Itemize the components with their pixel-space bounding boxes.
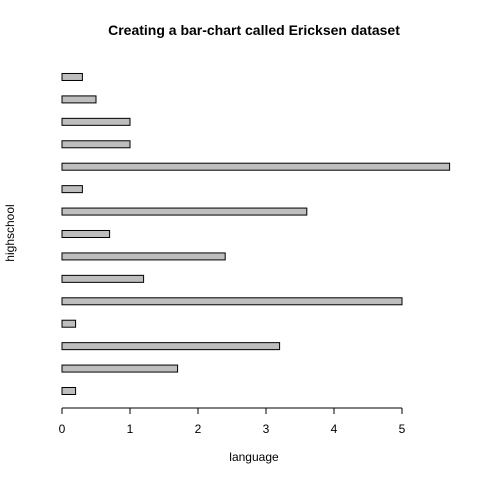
x-tick-label-4: 4 — [331, 422, 338, 436]
bar-4 — [61, 319, 77, 328]
bar-10 — [61, 185, 83, 194]
bar-2 — [61, 364, 179, 373]
x-tick-label-3: 3 — [263, 422, 270, 436]
bar-8 — [61, 229, 111, 238]
x-tick-label-1: 1 — [127, 422, 134, 436]
bar-11 — [61, 162, 451, 171]
bar-9 — [61, 207, 308, 216]
bar-15 — [61, 72, 83, 81]
y-axis-label: highschool — [3, 204, 17, 261]
bar-6 — [61, 274, 145, 283]
chart-title: Creating a bar-chart called Ericksen dat… — [108, 22, 400, 38]
bars-group — [61, 72, 451, 395]
bar-7 — [61, 252, 226, 261]
bar-12 — [61, 140, 131, 149]
x-axis-label: language — [229, 450, 279, 464]
bar-3 — [61, 342, 281, 351]
bar-5 — [61, 297, 403, 306]
bar-1 — [61, 387, 77, 395]
x-axis: 0 1 2 3 4 5 — [59, 407, 406, 436]
bar-13 — [61, 117, 131, 126]
bar-14 — [61, 95, 97, 104]
x-tick-label-5: 5 — [399, 422, 406, 436]
x-tick-label-0: 0 — [59, 422, 66, 436]
x-tick-label-2: 2 — [195, 422, 202, 436]
